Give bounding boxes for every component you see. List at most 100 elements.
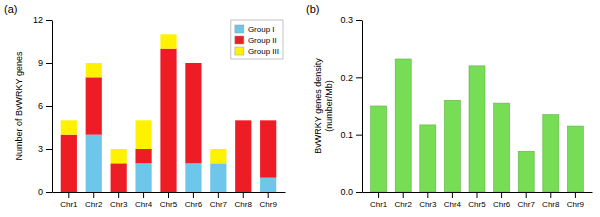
- y-axis-title-line: Number of BvWRKY genes: [14, 51, 24, 160]
- bar-segment: [235, 120, 251, 121]
- bar-segment: [260, 178, 276, 192]
- y-tick: 0.0: [340, 187, 362, 197]
- x-tick-mark: [575, 192, 576, 198]
- bar-segment: [86, 135, 102, 192]
- x-axis: Chr1 Chr2 Chr3 Chr4 Chr5 Chr6 Chr7 Chr8 Chr9: [53, 192, 286, 209]
- x-tick-mark: [68, 192, 69, 198]
- y-tick-label: 0: [38, 187, 43, 197]
- panel: 036912Chr1Chr2Chr3Chr4Chr5Chr6Chr7Chr8Ch…: [4, 3, 286, 209]
- y-tick: 3: [38, 144, 52, 154]
- y-tick: 9: [38, 58, 52, 68]
- y-axis-title: Number of BvWRKY genes: [14, 51, 24, 160]
- x-tick: Chr3: [110, 192, 128, 209]
- legend-label: Group I: [248, 25, 275, 34]
- legend-swatch: [235, 36, 244, 44]
- x-tick: Chr9: [260, 192, 278, 209]
- x-tick-mark: [143, 192, 144, 198]
- y-axis-title-line: BvWRKY genes density: [313, 58, 323, 154]
- y-tick: 12: [33, 15, 52, 25]
- x-tick: Chr4: [444, 192, 462, 209]
- bar-segment: [260, 120, 276, 121]
- x-tick: Chr9: [567, 192, 585, 209]
- x-tick-label: Chr3: [110, 200, 128, 209]
- x-tick-label: Chr8: [542, 200, 560, 209]
- y-tick-mark: [46, 63, 52, 64]
- legend-label: Group III: [248, 47, 279, 56]
- y-tick-label: 0.2: [340, 73, 353, 83]
- y-tick-label: 3: [38, 144, 43, 154]
- bar-segment: [260, 120, 276, 177]
- x-tick-label: Chr2: [85, 200, 103, 209]
- bar-segment: [86, 63, 102, 77]
- x-tick-label: Chr5: [468, 200, 486, 209]
- bar-segment: [111, 163, 127, 192]
- x-tick: Chr1: [370, 192, 388, 209]
- legend: Group I Group II Group III: [231, 20, 283, 59]
- bar-segment: [160, 49, 176, 192]
- marks: [371, 59, 584, 192]
- bar: [494, 103, 510, 192]
- y-tick-mark: [356, 20, 362, 21]
- bar-segment: [135, 120, 151, 149]
- y-tick-mark: [46, 106, 52, 107]
- x-tick: Chr4: [135, 192, 153, 209]
- bar: [420, 125, 436, 192]
- x-tick-label: Chr7: [210, 200, 228, 209]
- bar-segment: [135, 163, 151, 192]
- y-tick: 6: [38, 101, 52, 111]
- panel-label: (a): [4, 3, 17, 15]
- x-tick: Chr1: [60, 192, 78, 209]
- x-tick: Chr8: [235, 192, 253, 209]
- bar-segment: [185, 163, 201, 192]
- legend-swatch: [235, 47, 244, 55]
- x-tick-label: Chr2: [395, 200, 413, 209]
- bar: [444, 100, 460, 192]
- y-tick-mark: [356, 135, 362, 136]
- y-axis: 0.00.10.20.3: [340, 15, 362, 197]
- y-tick-label: 0.0: [340, 187, 353, 197]
- bar-segment: [160, 34, 176, 48]
- x-tick-label: Chr4: [444, 200, 462, 209]
- y-tick-label: 9: [38, 58, 43, 68]
- y-axis-line: [362, 21, 363, 193]
- x-tick-mark: [118, 192, 119, 198]
- x-tick: Chr3: [419, 192, 437, 209]
- x-tick: Chr5: [468, 192, 486, 209]
- x-tick-label: Chr9: [567, 200, 585, 209]
- y-tick: 0.1: [340, 130, 362, 140]
- bar-segment: [61, 120, 77, 134]
- bar-series: [61, 34, 227, 163]
- bar: [543, 115, 559, 192]
- legend-label: Group II: [248, 36, 277, 45]
- bar-segment: [185, 63, 201, 64]
- x-tick-label: Chr8: [235, 200, 253, 209]
- y-tick-label: 12: [33, 15, 43, 25]
- x-tick-mark: [268, 192, 269, 198]
- x-tick-mark: [93, 192, 94, 198]
- x-tick: Chr7: [518, 192, 536, 209]
- x-tick-mark: [218, 192, 219, 198]
- bar: [469, 66, 485, 192]
- x-tick-mark: [526, 192, 527, 198]
- x-tick-label: Chr6: [493, 200, 511, 209]
- x-tick-mark: [193, 192, 194, 198]
- bar-segment: [111, 149, 127, 163]
- y-tick-mark: [356, 192, 362, 193]
- y-tick-label: 6: [38, 101, 43, 111]
- x-tick-label: Chr1: [60, 200, 78, 209]
- x-tick: Chr6: [185, 192, 203, 209]
- y-tick: 0.2: [340, 73, 362, 83]
- x-tick-mark: [501, 192, 502, 198]
- x-tick-label: Chr9: [260, 200, 278, 209]
- y-tick-label: 0.1: [340, 130, 353, 140]
- y-tick: 0: [38, 187, 52, 197]
- y-axis-line: [52, 21, 53, 193]
- x-tick-label: Chr5: [160, 200, 178, 209]
- x-tick-mark: [452, 192, 453, 198]
- bar-segment: [86, 77, 102, 134]
- y-tick-mark: [356, 77, 362, 78]
- x-tick-label: Chr7: [518, 200, 536, 209]
- bar: [567, 126, 583, 192]
- x-tick-label: Chr1: [370, 200, 388, 209]
- figure: 036912Chr1Chr2Chr3Chr4Chr5Chr6Chr7Chr8Ch…: [0, 0, 600, 217]
